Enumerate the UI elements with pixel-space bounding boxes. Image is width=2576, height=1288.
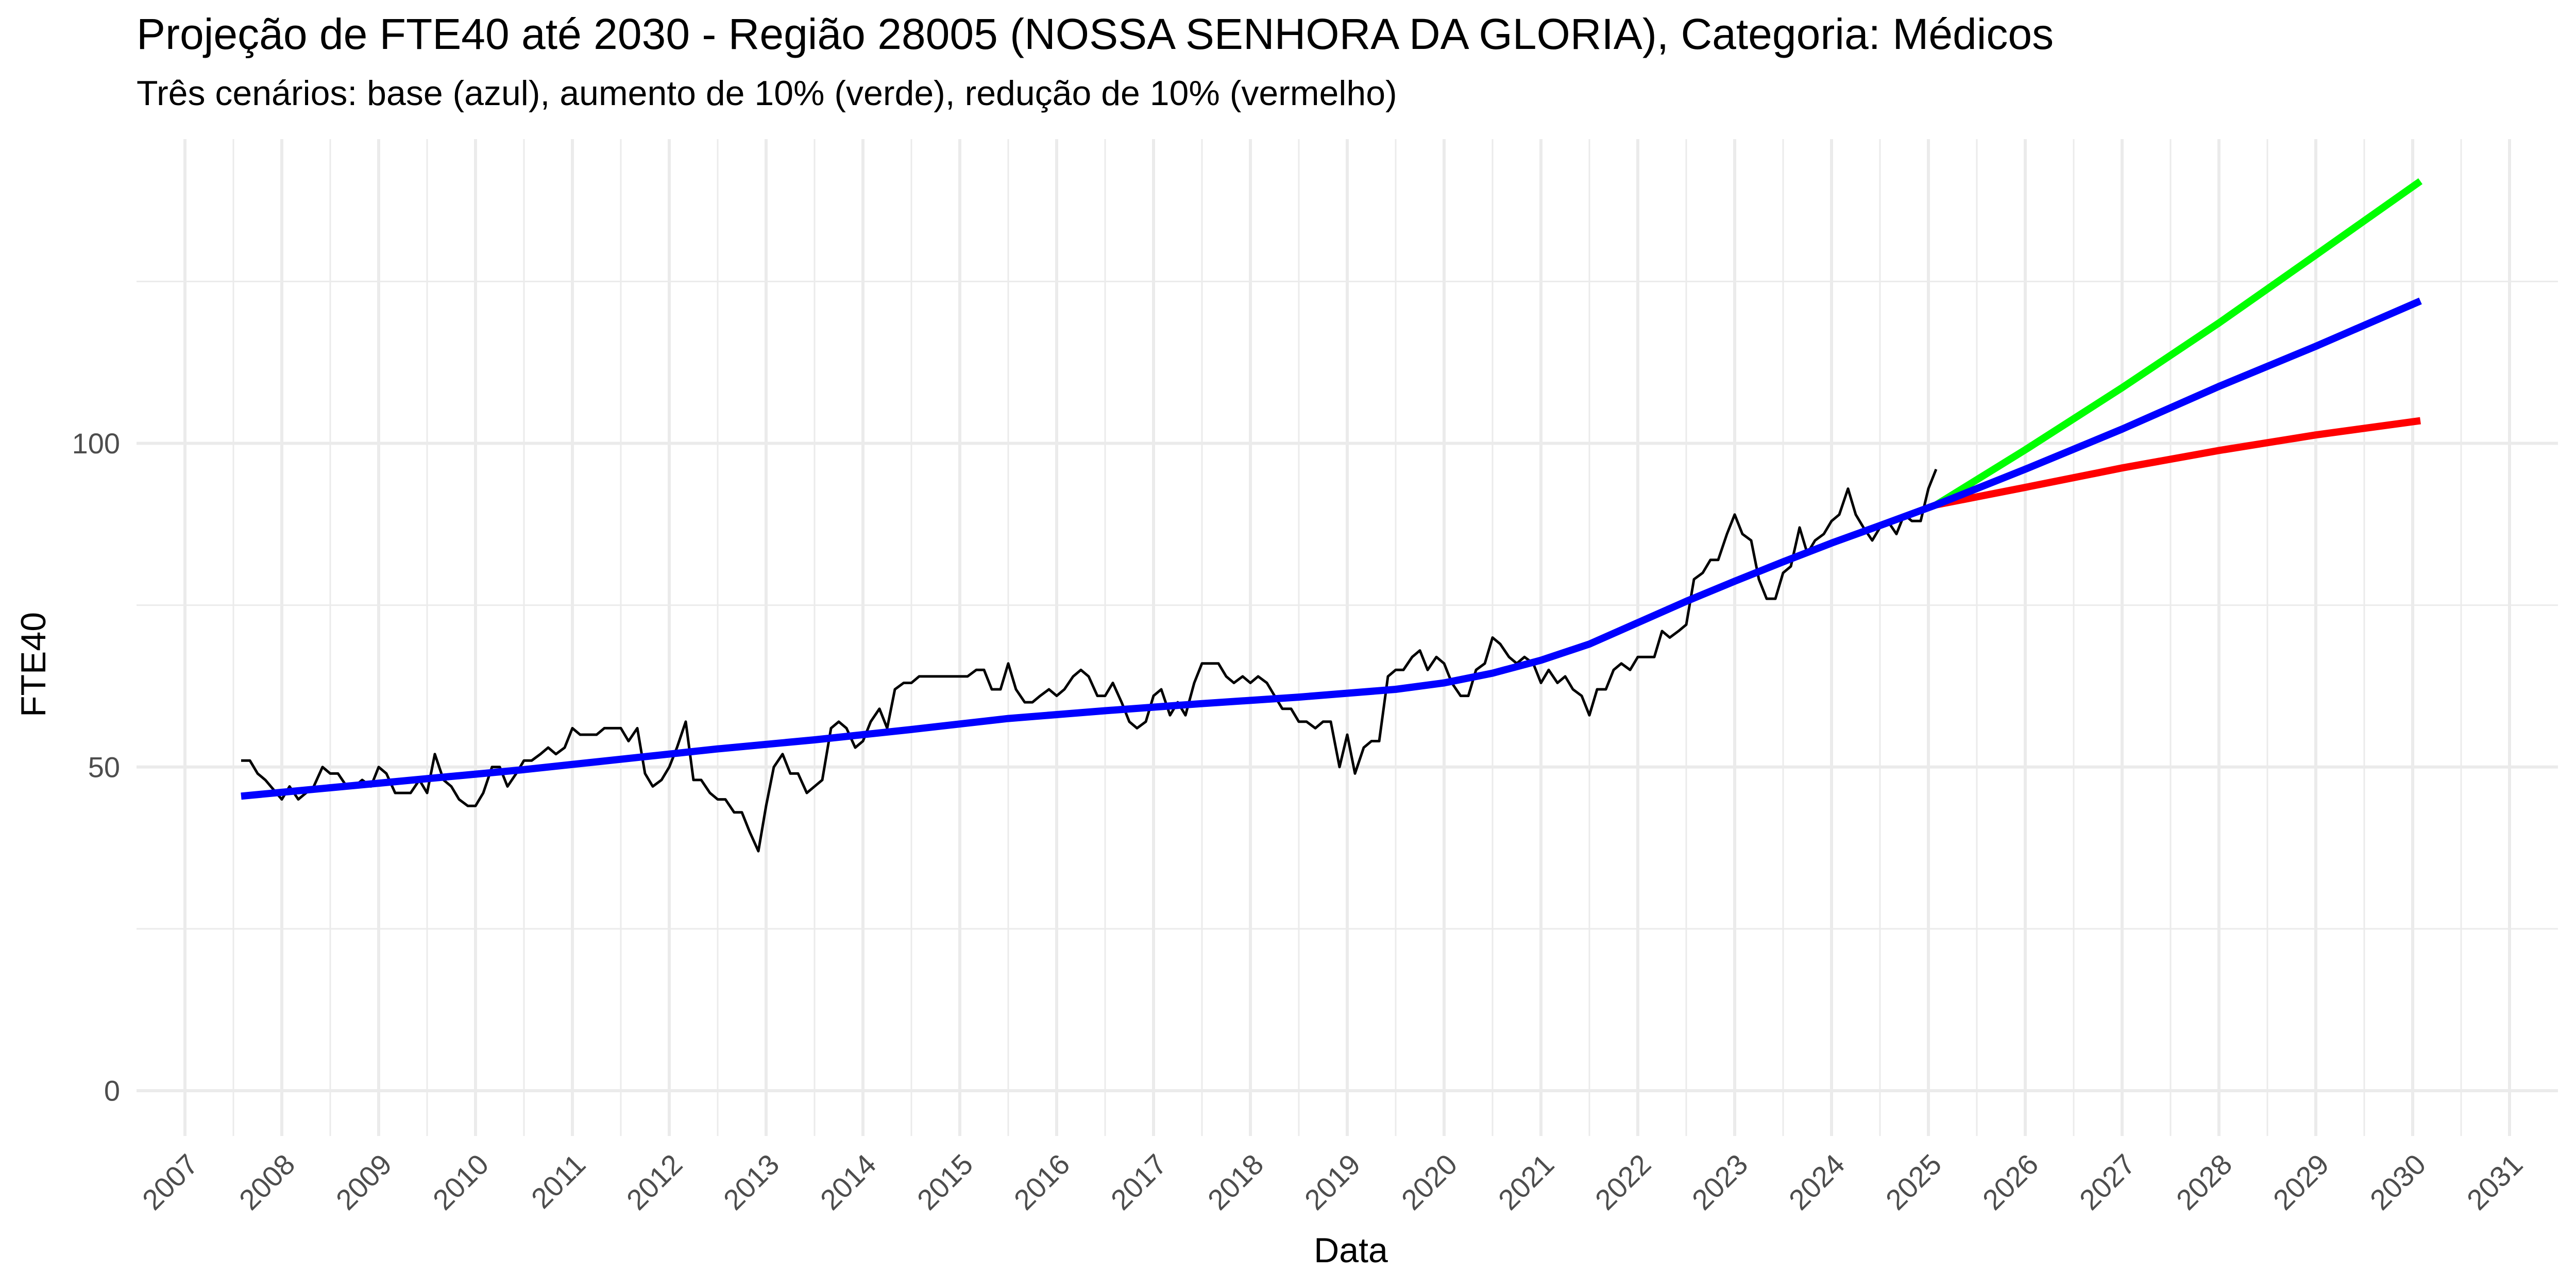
- x-tick-label: 2018: [1201, 1148, 1270, 1216]
- x-tick-label: 2030: [2364, 1148, 2432, 1216]
- x-tick-label: 2028: [2170, 1148, 2239, 1216]
- x-tick-label: 2020: [1395, 1148, 1464, 1216]
- y-axis-title: FTE40: [14, 612, 53, 717]
- series-line-observed: [241, 468, 1938, 853]
- x-tick-label: 2017: [1105, 1148, 1173, 1216]
- x-tick-label: 2023: [1686, 1148, 1754, 1216]
- chart-title: Projeção de FTE40 até 2030 - Região 2800…: [137, 10, 2054, 58]
- x-tick-label: 2021: [1492, 1148, 1561, 1216]
- x-tick-label: 2022: [1589, 1148, 1657, 1216]
- grid-lines: [137, 139, 2558, 1136]
- x-tick-label: 2014: [814, 1148, 883, 1216]
- x-axis-title: Data: [1314, 1231, 1388, 1270]
- x-tick-label: 2013: [717, 1148, 786, 1216]
- y-tick-label: 100: [72, 427, 120, 460]
- x-tick-label: 2016: [1008, 1148, 1076, 1216]
- x-tick-label: 2015: [911, 1148, 979, 1216]
- x-tick-label: 2008: [233, 1148, 301, 1216]
- x-tick-label: 2010: [427, 1148, 495, 1216]
- chart-subtitle: Três cenários: base (azul), aumento de 1…: [137, 74, 1397, 113]
- x-tick-label: 2011: [525, 1148, 592, 1215]
- x-tick-label: 2025: [1879, 1148, 1948, 1216]
- y-axis-ticks: 0 50 100: [72, 427, 120, 1107]
- x-tick-label: 2027: [2073, 1148, 2142, 1216]
- x-tick-label: 2031: [2461, 1148, 2529, 1216]
- y-tick-label: 0: [104, 1075, 120, 1107]
- series-lines: [241, 178, 2423, 853]
- x-tick-label: 2019: [1298, 1148, 1367, 1216]
- x-tick-label: 2007: [136, 1148, 205, 1216]
- x-tick-label: 2029: [2267, 1148, 2335, 1216]
- series-line-aumento: [1934, 178, 2423, 508]
- x-tick-label: 2009: [330, 1148, 398, 1216]
- x-tick-label: 2024: [1783, 1148, 1851, 1216]
- x-tick-label: 2012: [620, 1148, 689, 1216]
- series-line-reducao: [1935, 417, 2421, 509]
- x-axis-ticks: 2007 2008 2009 2010 2011 2012 2013 2014 2015 2016…: [136, 1148, 2529, 1216]
- x-tick-label: 2026: [1976, 1148, 2045, 1216]
- y-tick-label: 50: [88, 751, 120, 783]
- series-line-base: [241, 297, 2422, 800]
